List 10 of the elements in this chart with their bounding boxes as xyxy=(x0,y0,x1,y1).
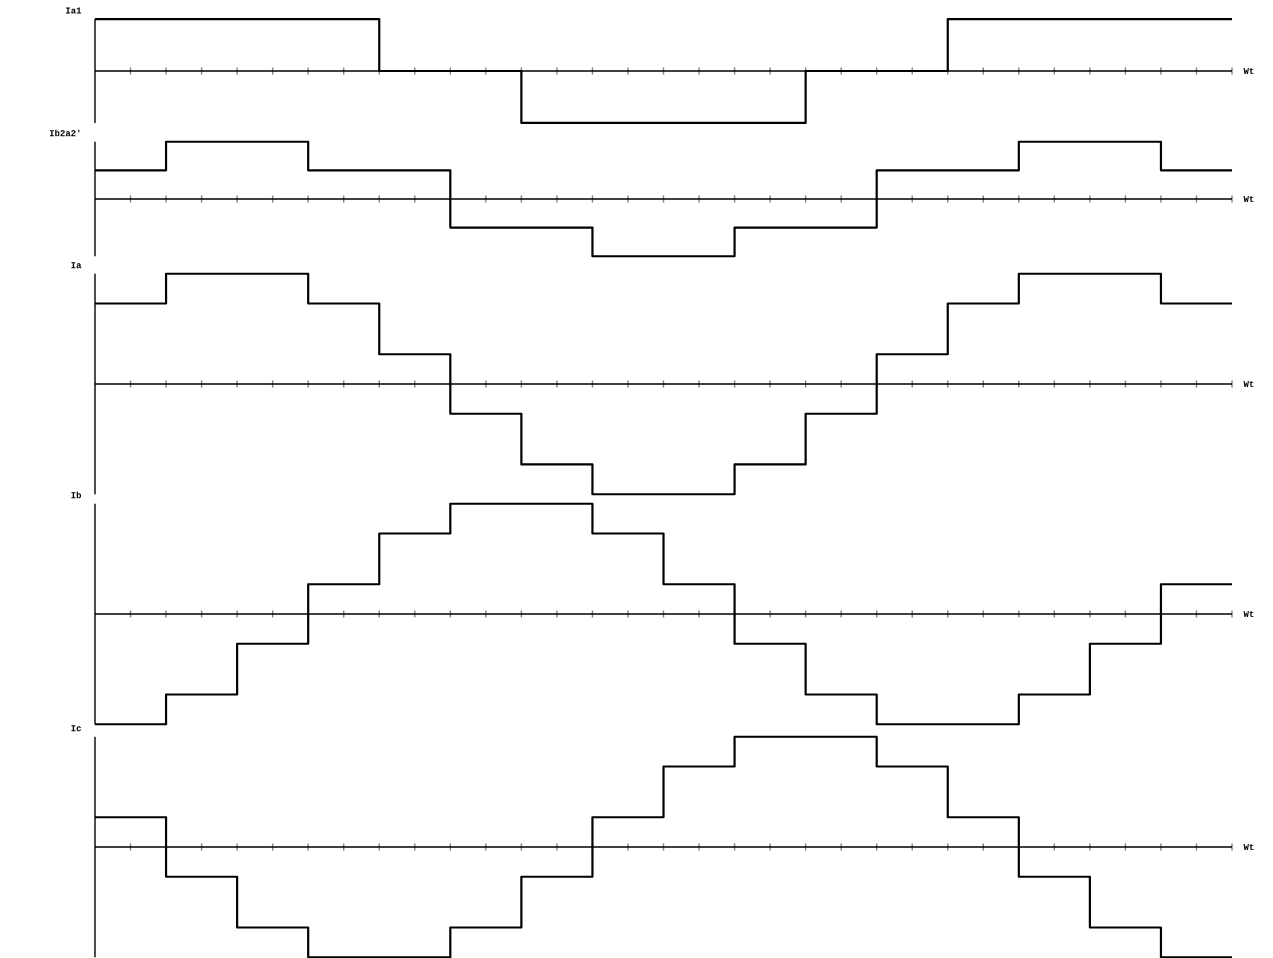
x-axis-title: Wt xyxy=(1243,843,1254,851)
chart-title: Ia xyxy=(71,262,82,269)
x-axis-title: Wt xyxy=(1243,67,1254,75)
chart-title: Ib2a2' xyxy=(49,129,80,137)
chart-title: Ib xyxy=(71,491,82,499)
chart-title: Ia1 xyxy=(66,7,82,14)
x-axis-title: Wt xyxy=(1243,380,1254,388)
x-axis-title: Wt xyxy=(1243,195,1254,203)
x-axis-title: Wt xyxy=(1243,610,1254,618)
chart-title: Ic xyxy=(71,725,81,732)
